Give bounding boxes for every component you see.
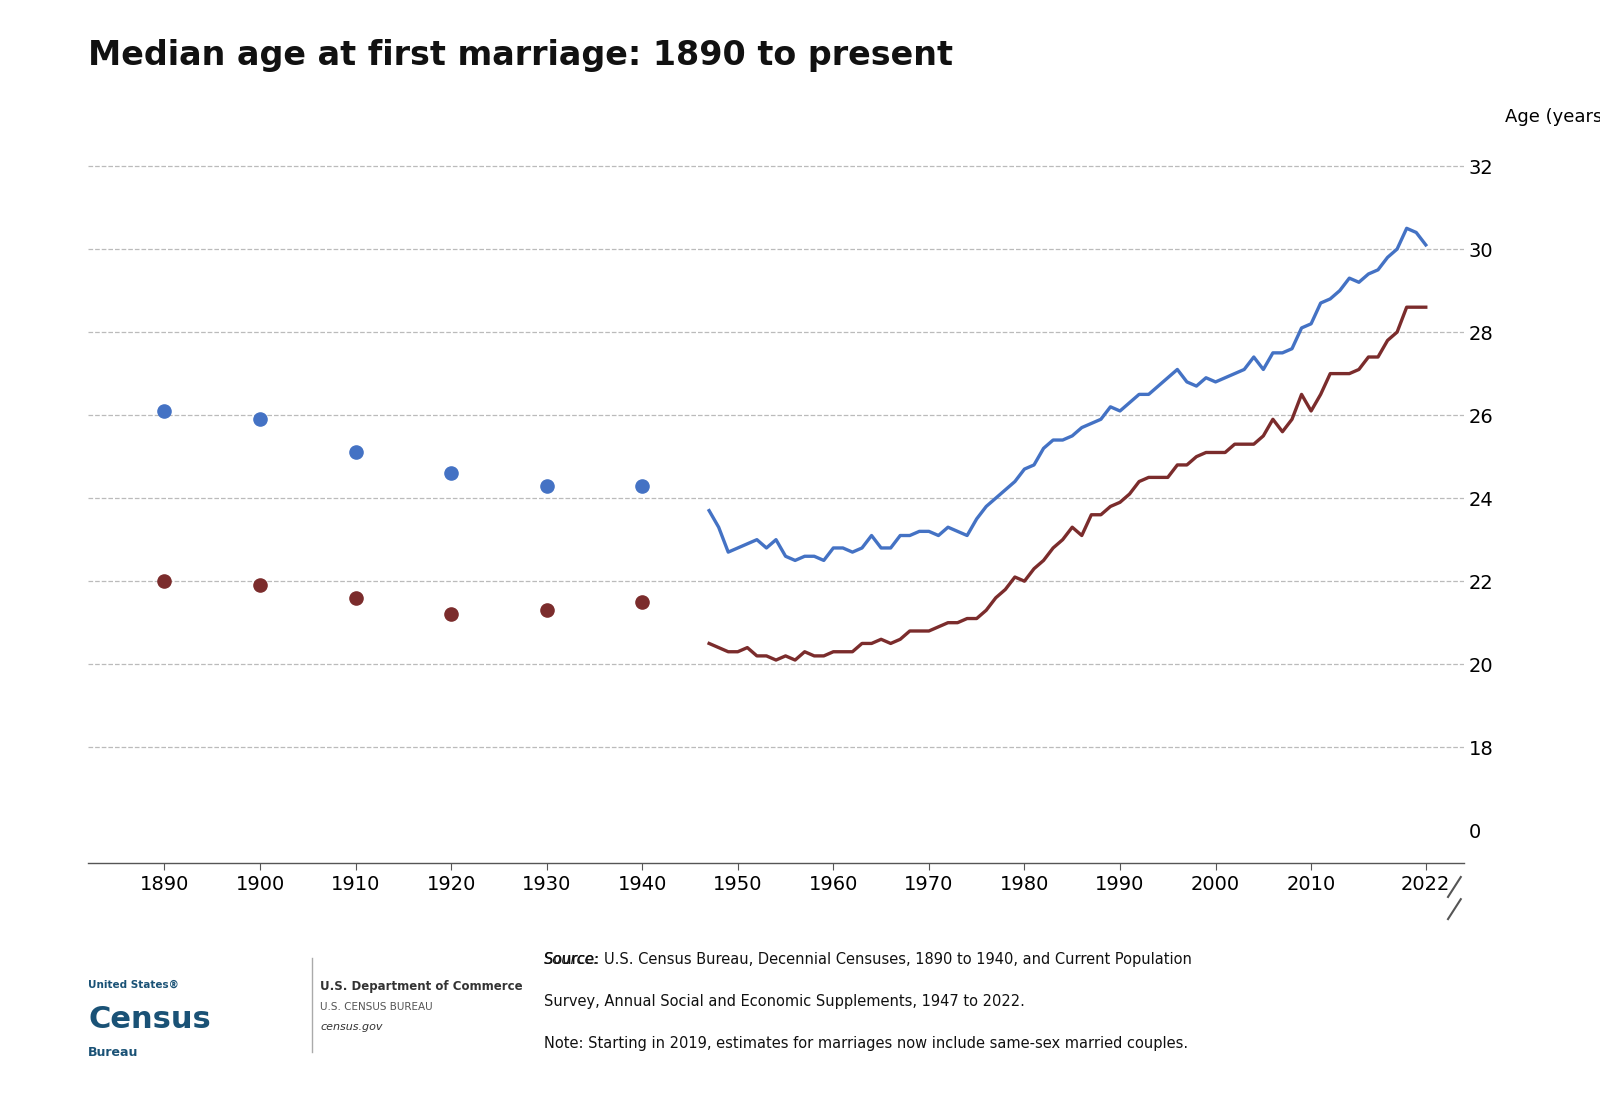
Point (246, 577, 272, 594)
Point (534, 477, 560, 495)
Point (342, 589, 368, 607)
Point (534, 601, 560, 619)
Point (438, 606, 464, 623)
Text: United States®: United States® (88, 980, 179, 990)
Point (629, 477, 654, 495)
Text: Census: Census (88, 1005, 211, 1034)
Text: Source: U.S. Census Bureau, Decennial Censuses, 1890 to 1940, and Current Popula: Source: U.S. Census Bureau, Decennial Ce… (544, 952, 1192, 968)
Point (438, 465, 464, 483)
Point (152, 402, 178, 420)
Text: Bureau: Bureau (88, 1046, 138, 1059)
Text: U.S. Department of Commerce: U.S. Department of Commerce (320, 980, 523, 993)
Point (152, 572, 178, 590)
Point (342, 444, 368, 462)
Text: census.gov: census.gov (320, 1022, 382, 1032)
Point (629, 593, 654, 611)
Text: U.S. CENSUS BUREAU: U.S. CENSUS BUREAU (320, 1002, 432, 1012)
Text: Note: Starting in 2019, estimates for marriages now include same-sex married cou: Note: Starting in 2019, estimates for ma… (544, 1036, 1189, 1052)
Text: Survey, Annual Social and Economic Supplements, 1947 to 2022.: Survey, Annual Social and Economic Suppl… (544, 994, 1026, 1010)
Text: Median age at first marriage: 1890 to present: Median age at first marriage: 1890 to pr… (88, 39, 954, 72)
Text: Source:: Source: (544, 952, 600, 968)
Point (246, 411, 272, 428)
Y-axis label: Age (years): Age (years) (1504, 107, 1600, 125)
